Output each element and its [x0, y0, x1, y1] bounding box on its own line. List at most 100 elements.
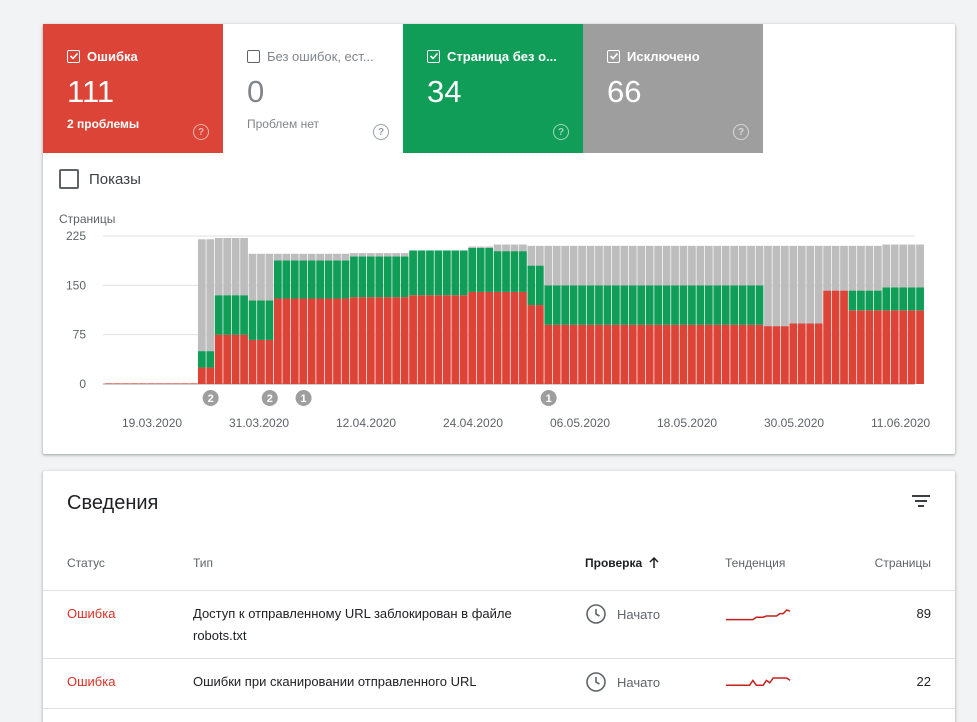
tab-valid[interactable]: Страница без о... 34 ?	[403, 24, 583, 153]
chart-bar-segment	[654, 324, 662, 384]
chart-bar-segment	[223, 334, 232, 384]
chart-bar-segment	[721, 285, 730, 325]
chart-bar-segment	[865, 290, 874, 311]
column-type[interactable]: Тип	[193, 556, 214, 570]
chart-bar-segment	[535, 305, 544, 384]
chart-bar-segment	[257, 339, 265, 384]
chart-bar-segment	[797, 323, 806, 384]
chart-bar-segment	[282, 260, 291, 299]
chart-bar-segment	[358, 256, 367, 298]
chart-bar-segment	[527, 245, 536, 266]
chart-bar-segment	[341, 253, 350, 261]
column-pages[interactable]: Страницы	[874, 556, 931, 570]
chart-bar-segment	[738, 285, 747, 325]
chart-bar-segment	[248, 300, 257, 340]
chart-bar-segment	[662, 324, 671, 384]
chart-bar-segment	[324, 298, 333, 384]
tab-no-errors-warning[interactable]: Без ошибок, ест... 0 Проблем нет ?	[223, 24, 403, 153]
impressions-toggle[interactable]: Показы	[59, 169, 141, 189]
chart-bar-segment	[569, 324, 578, 384]
chart-bar-segment	[468, 247, 477, 292]
chart-bar-segment	[696, 324, 705, 384]
details-title: Сведения	[67, 492, 159, 514]
x-tick-label: 06.05.2020	[550, 416, 610, 430]
chart-bar-segment	[121, 383, 130, 384]
help-icon[interactable]: ?	[733, 124, 749, 140]
chart-bar-segment	[772, 326, 781, 384]
chart-bar-segment	[400, 256, 409, 298]
chart-bar-segment	[535, 245, 544, 266]
chart-bar-segment	[561, 245, 570, 286]
chart-bar-segment	[907, 310, 916, 384]
tab-valid-count: 34	[427, 74, 462, 109]
x-tick-label: 24.04.2020	[443, 416, 503, 430]
table-row[interactable]: Ошибка Доступ к отправленному URL заблок…	[43, 591, 955, 659]
chart-bar-segment	[299, 253, 308, 261]
chart-bar-segment	[747, 324, 755, 384]
row-type: Ошибки при сканировании отправленного UR…	[193, 674, 477, 689]
table-row[interactable]: Ошибка Ошибки при сканировании отправлен…	[43, 659, 955, 709]
chart-bar-segment	[552, 245, 561, 286]
chart-bar-segment	[350, 253, 358, 257]
chart-bar-segment	[333, 260, 341, 299]
chart-bar-segment	[552, 324, 561, 384]
chart-bar-segment	[865, 245, 874, 291]
chart-bar-segment	[603, 245, 612, 286]
chart-bar-segment	[890, 244, 899, 288]
chart-bar-segment	[679, 245, 688, 286]
chart-bar-segment	[781, 326, 789, 384]
chart-bar-segment	[569, 245, 578, 286]
chart-bar-segment	[586, 324, 595, 384]
help-icon[interactable]: ?	[193, 124, 209, 140]
coverage-chart: Страницы 0 75 150 225 19.03.2020 31.03.2020 12.…	[59, 212, 930, 430]
chart-bar-segment	[392, 253, 401, 257]
chart-bar-segment	[848, 310, 857, 384]
chart-bar-segment	[375, 253, 384, 257]
chart-bar-segment	[519, 244, 527, 252]
help-icon[interactable]: ?	[373, 124, 389, 140]
chart-bar-segment	[713, 324, 722, 384]
chart-bar-segment	[882, 310, 891, 384]
chart-bar-segment	[671, 245, 679, 286]
chart-bar-segment	[645, 245, 654, 286]
tab-error[interactable]: Ошибка 111 2 проблемы ?	[43, 24, 223, 153]
chart-bar-segment	[417, 295, 426, 384]
chart-bar-segment	[510, 291, 519, 384]
impressions-checkbox[interactable]	[59, 169, 79, 189]
x-tick-label: 30.05.2020	[764, 416, 824, 430]
chart-bar-segment	[223, 295, 232, 335]
chart-bar-segment	[231, 334, 240, 384]
chart-bar-segment	[696, 285, 705, 325]
tab-excluded[interactable]: Исключено 66 ?	[583, 24, 763, 153]
chart-bar-segment	[358, 253, 367, 257]
chart-bar-segment	[206, 367, 215, 384]
filter-icon[interactable]	[911, 493, 931, 509]
chart-bar-segment	[206, 351, 215, 368]
chart-bar-segment	[502, 244, 510, 252]
chart-bar-segment	[366, 297, 375, 384]
chart-bar-segment	[662, 285, 671, 325]
column-trend: Тенденция	[725, 556, 786, 570]
checkbox-checked-icon	[607, 49, 620, 63]
help-icon[interactable]: ?	[553, 124, 569, 140]
chart-bar-segment	[333, 298, 341, 384]
chart-bar-segment	[299, 298, 308, 384]
chart-bar-segment	[265, 339, 274, 384]
column-status[interactable]: Статус	[67, 556, 105, 570]
chart-bar-segment	[459, 295, 468, 384]
chart-bar-segment	[595, 285, 603, 325]
chart-bar-segment	[628, 324, 637, 384]
chart-bar-segment	[730, 324, 739, 384]
chart-bar-segment	[899, 244, 908, 288]
chart-bar-segment	[578, 324, 586, 384]
column-check[interactable]: Проверка	[585, 556, 660, 570]
chart-bar-segment	[873, 310, 882, 384]
chart-bar-segment	[578, 245, 586, 286]
chart-bar-segment	[561, 324, 570, 384]
tab-error-label: Ошибка	[87, 48, 138, 64]
chart-bar-segment	[248, 253, 257, 301]
chart-bar-segment	[831, 290, 840, 384]
chart-bar-segment	[265, 253, 274, 301]
chart-bar-segment	[882, 244, 891, 288]
chart-bar-segment	[383, 253, 392, 257]
